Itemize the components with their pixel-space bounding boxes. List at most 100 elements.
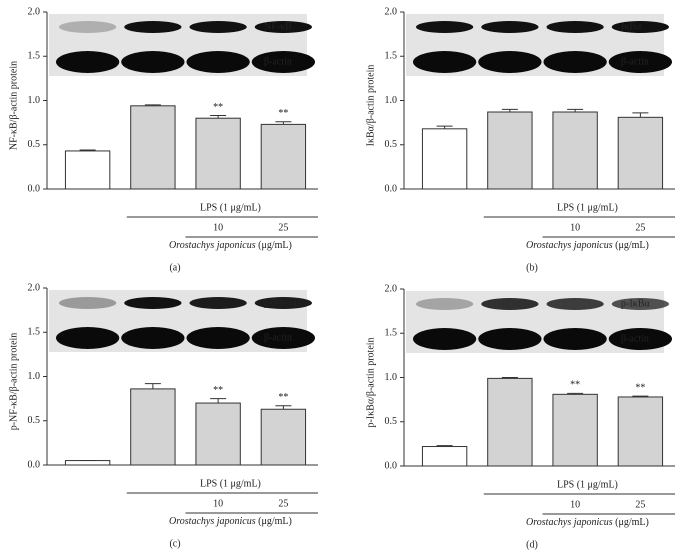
panel: 0.0 0.5 1.0 1.5 2.0 p-IκBα/β-actin protein p-I…	[365, 283, 675, 550]
bar	[195, 402, 241, 466]
lps-label: LPS (1 μg/mL)	[557, 202, 618, 213]
blot-band	[416, 298, 474, 310]
actin-band	[608, 328, 672, 350]
y-tick-label: 0.0	[28, 459, 41, 470]
actin-band	[251, 51, 315, 73]
x-tick-label: 10	[570, 499, 580, 510]
y-tick-label: 1.5	[385, 51, 398, 62]
y-tick-label: 2.0	[385, 6, 398, 17]
panel: 0.0 0.5 1.0 1.5 2.0 NF-κB/β-actin protein NF-κ…	[8, 6, 318, 273]
panel: 0.0 0.5 1.0 1.5 2.0 p-NF-κB/β-actin protein p-…	[8, 282, 318, 549]
actin-band	[56, 327, 120, 349]
blot-label: β-actin	[264, 332, 292, 343]
panel-label: (a)	[169, 262, 180, 273]
significance-label: **	[570, 380, 580, 391]
treatment-unit: (μg/mL)	[256, 516, 292, 527]
y-tick-label: 0.0	[385, 460, 398, 471]
significance-label: **	[635, 382, 645, 393]
blot-band	[546, 298, 604, 310]
blot-label: p-NF-κB	[264, 297, 300, 308]
y-tick-label: 1.0	[28, 371, 41, 382]
actin-band	[608, 51, 672, 73]
blot-band	[611, 298, 669, 310]
blot-band	[124, 297, 182, 309]
treatment-name: Orostachys japonicus	[169, 516, 256, 527]
actin-band	[543, 51, 607, 73]
bar	[130, 388, 176, 466]
significance-label: **	[278, 108, 288, 119]
x-tick-label: 25	[278, 222, 288, 233]
blot-band	[481, 21, 539, 33]
blot-band	[59, 297, 117, 309]
treatment-unit: (μg/mL)	[256, 240, 292, 251]
bar	[64, 150, 111, 190]
significance-label: **	[278, 392, 288, 403]
y-tick-label: 1.0	[28, 95, 41, 106]
bar	[487, 377, 533, 467]
blot-label: p-IκBα	[621, 298, 650, 309]
blot-label: β-actin	[621, 333, 649, 344]
x-tick-label: 25	[635, 499, 645, 510]
treatment-name: Orostachys japonicus	[526, 240, 613, 251]
y-axis-label: p-NF-κB/β-actin protein	[8, 333, 19, 431]
y-axis-label: NF-κB/β-actin protein	[8, 61, 19, 150]
y-tick-label: 1.0	[385, 372, 398, 383]
treatment-unit: (μg/mL)	[613, 517, 649, 528]
treatment-name: Orostachys japonicus	[526, 517, 613, 528]
panel-label: (c)	[169, 538, 180, 549]
bar	[617, 116, 664, 190]
blot-label: β-actin	[264, 56, 292, 67]
blot-band	[546, 21, 604, 33]
bar	[552, 393, 598, 467]
y-tick-label: 2.0	[385, 283, 398, 294]
treatment-name: Orostachys japonicus	[169, 240, 256, 251]
bar	[552, 111, 598, 190]
actin-band	[251, 327, 315, 349]
blot-band	[611, 21, 669, 33]
y-tick-label: 2.0	[28, 6, 41, 17]
lps-label: LPS (1 μg/mL)	[200, 202, 261, 213]
y-tick-label: 0.5	[385, 416, 398, 427]
y-tick-label: 0.5	[385, 139, 398, 150]
panel-label: (d)	[526, 539, 538, 550]
actin-band	[186, 327, 250, 349]
actin-band	[478, 51, 542, 73]
y-tick-label: 1.5	[385, 328, 398, 339]
bar	[421, 128, 468, 190]
bar	[64, 460, 111, 466]
y-tick-label: 0.5	[28, 139, 41, 150]
bar	[487, 111, 533, 190]
x-tick-label: 25	[278, 498, 288, 509]
y-axis-label: p-IκBα/β-actin protein	[365, 337, 376, 427]
y-tick-label: 0.0	[28, 183, 41, 194]
bar	[260, 123, 307, 190]
bar	[421, 446, 468, 467]
bar	[260, 408, 307, 466]
actin-band	[478, 328, 542, 350]
actin-band	[56, 51, 120, 73]
treatment-unit: (μg/mL)	[613, 240, 649, 251]
y-tick-label: 2.0	[28, 282, 41, 293]
significance-label: **	[213, 102, 223, 113]
blot-band	[189, 297, 247, 309]
y-axis-label: IκBα/β-actin protein	[365, 65, 376, 147]
blot-band	[59, 21, 117, 33]
treatment-label: Orostachys japonicus (μg/mL)	[526, 517, 649, 528]
blot-band	[481, 298, 539, 310]
actin-band	[413, 51, 477, 73]
y-tick-label: 0.0	[385, 183, 398, 194]
actin-band	[121, 51, 185, 73]
y-tick-label: 1.0	[385, 95, 398, 106]
panel: 0.0 0.5 1.0 1.5 2.0 IκBα/β-actin protein IκBα β…	[365, 6, 675, 273]
blot-band	[416, 21, 474, 33]
y-tick-label: 1.5	[28, 51, 41, 62]
bar	[130, 105, 176, 190]
bar	[195, 117, 241, 190]
treatment-label: Orostachys japonicus (μg/mL)	[169, 240, 292, 251]
lps-label: LPS (1 μg/mL)	[200, 478, 261, 489]
x-tick-label: 10	[213, 222, 223, 233]
bar	[617, 396, 664, 467]
x-tick-label: 25	[635, 222, 645, 233]
blot-band	[254, 297, 312, 309]
